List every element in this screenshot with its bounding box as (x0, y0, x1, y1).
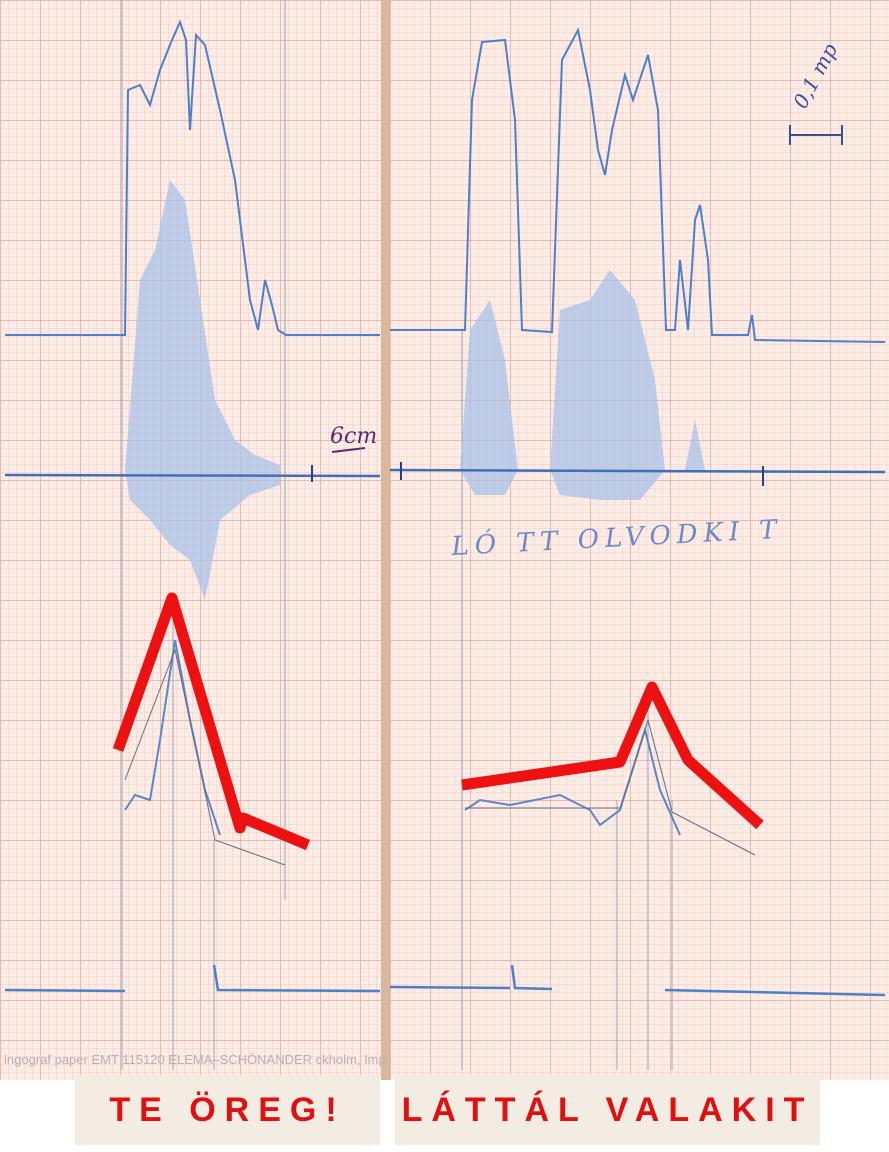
contour (118, 598, 308, 845)
bottom-trace (5, 965, 885, 995)
trace (390, 965, 885, 995)
caption: LÁTTÁL VALAKIT (395, 1075, 820, 1145)
intonation-contour (118, 598, 760, 845)
caption: TE ÖREG! (75, 1075, 380, 1145)
page: 6cm 0,1 mp LÓ TT OLVODKI T ingograf pape… (0, 0, 889, 1152)
traces: 6cm 0,1 mp LÓ TT OLVODKI T (0, 0, 889, 1152)
audio-burst (125, 180, 280, 600)
audio-burst (460, 270, 705, 500)
footer: ingograf paper EMT 115120 ELEMA–SCHÖNAND… (4, 1052, 389, 1067)
syllables: LÓ TT OLVODKI T (450, 513, 784, 562)
trace (125, 650, 285, 865)
trace (5, 965, 380, 991)
envelope-trace (5, 22, 885, 342)
annotation: 6cm (330, 424, 377, 449)
scale-bar (790, 125, 842, 145)
annotation: 0,1 mp (788, 39, 842, 112)
